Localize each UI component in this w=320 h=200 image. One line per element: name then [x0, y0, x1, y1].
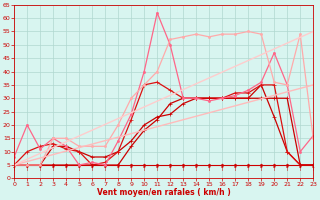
- X-axis label: Vent moyen/en rafales ( km/h ): Vent moyen/en rafales ( km/h ): [97, 188, 230, 197]
